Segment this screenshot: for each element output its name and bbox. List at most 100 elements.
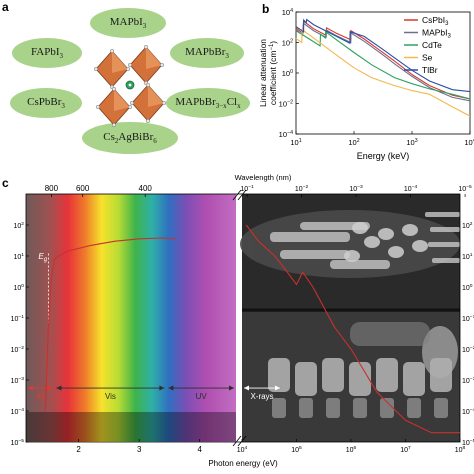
atom xyxy=(112,87,117,92)
y-tick-label: 100 xyxy=(282,69,293,78)
x-tick-label: 3 xyxy=(137,445,142,454)
x-tick-label: 106 xyxy=(346,445,357,454)
y-tick-label-right: 10−1 xyxy=(462,314,474,323)
y-tick-label: 104 xyxy=(282,8,293,17)
atom xyxy=(146,83,151,88)
octahedron-face xyxy=(146,47,162,69)
octahedron-face xyxy=(114,89,130,111)
panel-a-label: a xyxy=(2,0,9,14)
top-tick-label: 10−4 xyxy=(404,184,418,193)
material-oval: MAPbBr3 xyxy=(170,38,244,68)
material-formula: FAPbI3 xyxy=(30,45,64,61)
y-tick-label-right: 102 xyxy=(462,221,473,230)
atom xyxy=(130,101,135,106)
absorption-curve-xray xyxy=(245,224,460,434)
top-tick-label: 10−5 xyxy=(458,184,472,193)
x-tick-label: 102 xyxy=(348,138,359,147)
top-tick-label: 10−2 xyxy=(295,184,309,193)
y-tick-label: 102 xyxy=(282,39,293,48)
x-tick-label: 101 xyxy=(290,138,301,147)
absorption-curve-optical xyxy=(44,237,176,412)
x-tick-label: 107 xyxy=(400,445,411,454)
atom xyxy=(128,105,133,110)
axis-break xyxy=(237,435,247,447)
y-tick-label-right: 10−5 xyxy=(462,438,474,447)
axis-break xyxy=(232,435,242,447)
series-line xyxy=(295,18,471,93)
x-axis-label: Energy (keV) xyxy=(357,151,410,161)
atom xyxy=(126,67,131,72)
material-oval: MAPbI3 xyxy=(90,8,166,38)
material-oval: CsPbBr3 xyxy=(10,88,82,118)
y-tick-label: 10−2 xyxy=(11,345,25,354)
material-oval: FAPbI3 xyxy=(12,38,82,68)
atom xyxy=(110,48,115,53)
axis-break xyxy=(237,189,247,201)
y-axis-label: Linear attenuationcoefficient (cm−1) xyxy=(258,39,278,107)
material-formula: CsPbBr3 xyxy=(27,95,65,111)
material-formula: MAPbBr3−xClx xyxy=(175,95,241,111)
y-tick-label: 10−4 xyxy=(11,407,25,416)
top-tick-label: 600 xyxy=(76,184,90,193)
material-oval: MAPbBr3−xClx xyxy=(166,88,250,118)
legend-entry: Se xyxy=(422,53,433,63)
panel-c-label: c xyxy=(2,176,9,190)
atom xyxy=(159,63,164,68)
octahedron-face xyxy=(112,51,128,73)
spectrum-chart: 102 102 101 101 100 100 10−1 10−1 10−2 10−2 10−3 10… xyxy=(11,173,474,468)
y-tick-label: 102 xyxy=(13,221,24,230)
attenuation-chart: 101 102 103 104 104 102 100 10−2 10−4 Energy (keV… xyxy=(258,8,474,161)
atom xyxy=(128,63,133,68)
y-tick-label: 10−2 xyxy=(279,100,293,109)
material-formula: MAPbI3 xyxy=(109,15,147,31)
xray-spine xyxy=(242,312,460,442)
y-tick-label: 10−3 xyxy=(11,376,25,385)
xray-wrist xyxy=(240,210,460,278)
spectrum-band xyxy=(26,194,236,442)
top-tick-label: 10−3 xyxy=(349,184,363,193)
y-tick-label: 101 xyxy=(13,252,24,261)
bandgap-label: Eg xyxy=(38,252,47,263)
top-tick-label: 10−1 xyxy=(240,184,254,193)
atom xyxy=(95,105,100,110)
y-tick-label: 10−4 xyxy=(279,130,293,139)
legend-entry: TlBr xyxy=(422,65,438,75)
series-line xyxy=(295,28,471,117)
series-line xyxy=(295,30,471,100)
a-site-center xyxy=(128,83,132,87)
region-label: IR xyxy=(36,392,44,401)
atom xyxy=(112,122,117,127)
material-formula: MAPbBr3 xyxy=(185,45,229,61)
x-tick-label: 4 xyxy=(197,445,202,454)
spectrum-strip-shade xyxy=(26,412,236,441)
material-oval: Cs2AgBiBr6 xyxy=(82,122,178,154)
y-tick-label: 10−5 xyxy=(11,438,25,447)
atom xyxy=(161,101,166,106)
legend-entry: CdTe xyxy=(422,40,442,50)
y-tick-label-right: 101 xyxy=(462,252,473,261)
top-tick-label: 400 xyxy=(139,184,153,193)
legend-entry: CsPbI3 xyxy=(422,15,449,27)
y-tick-label-right: 10−4 xyxy=(462,407,474,416)
x-tick-label: 103 xyxy=(406,138,417,147)
region-label: Vis xyxy=(105,392,116,401)
y-tick-label-right: 10−3 xyxy=(462,376,474,385)
top-axis-label: Wavelength (nm) xyxy=(235,173,292,182)
region-label: X-rays xyxy=(250,392,273,401)
y-tick-label-right: 10−2 xyxy=(462,345,474,354)
perovskite-structure xyxy=(93,45,166,127)
region-label: UV xyxy=(196,392,208,401)
series-line xyxy=(295,22,471,102)
spectrum-strip xyxy=(26,410,236,442)
x-axis-label: Photon energy (eV) xyxy=(208,459,278,468)
axis-break xyxy=(232,189,242,201)
x-tick-label: 105 xyxy=(291,445,302,454)
x-tick-label: 104 xyxy=(464,138,474,147)
panel-b-label: b xyxy=(262,2,270,16)
material-formula: Cs2AgBiBr6 xyxy=(103,130,157,146)
atom xyxy=(93,67,98,72)
x-tick-label: 108 xyxy=(455,445,466,454)
y-tick-label: 100 xyxy=(13,283,24,292)
top-tick-label: 800 xyxy=(45,184,59,193)
x-tick-label: 104 xyxy=(237,445,248,454)
